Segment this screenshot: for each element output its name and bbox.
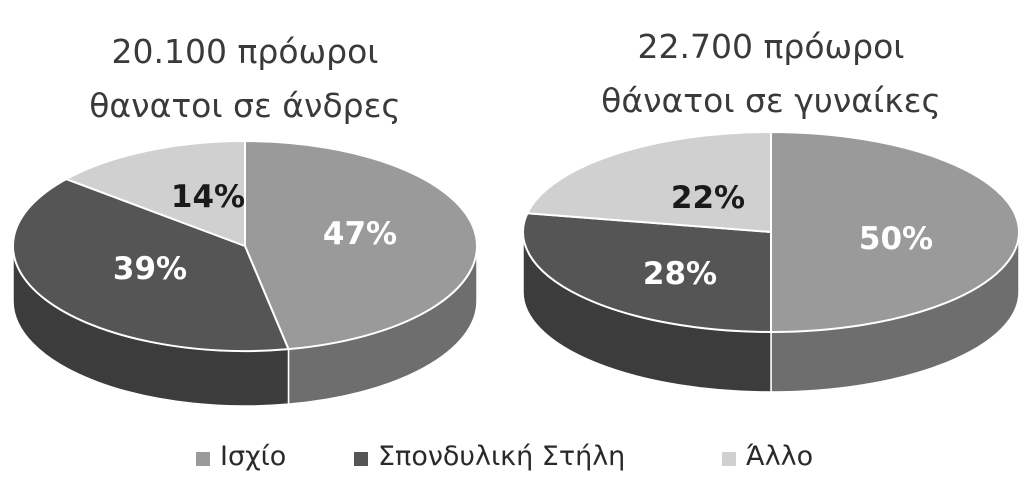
pie-slice-label: 39% bbox=[113, 251, 187, 287]
legend-item: Άλλο bbox=[722, 441, 813, 472]
legend-item: Ισχίο bbox=[196, 441, 286, 472]
pie-slice-label: 28% bbox=[643, 256, 717, 292]
chart-title-line: 22.700 πρόωροι bbox=[638, 27, 905, 66]
pie-slice bbox=[244, 140, 478, 351]
chart-title-line: θανατοι σε άνδρες bbox=[89, 86, 401, 125]
pie-slice bbox=[770, 131, 1020, 333]
legend-label: Άλλο bbox=[746, 441, 813, 472]
legend-swatch bbox=[354, 452, 368, 466]
pie-slice-label: 50% bbox=[859, 221, 933, 257]
legend-swatch bbox=[722, 452, 736, 466]
legend-label: Ισχίο bbox=[220, 441, 286, 472]
pie-slice bbox=[65, 140, 246, 247]
pie-slice-label: 47% bbox=[323, 216, 397, 252]
pies-group: 20.100 πρόωροι θανατοι σε άνδρες 47% 39% 14%… bbox=[12, 27, 1020, 407]
pie-top-slices bbox=[12, 140, 478, 352]
pie-slice bbox=[522, 212, 772, 333]
pie-slice bbox=[526, 131, 772, 233]
legend-swatch bbox=[196, 452, 210, 466]
pie-slice bbox=[12, 178, 290, 352]
pie-chart-1: 20.100 πρόωροι θανατοι σε άνδρες 47% 39% 14% bbox=[12, 32, 478, 407]
legend-item: Σπονδυλική Στήλη bbox=[354, 441, 625, 472]
pie-slice-label: 14% bbox=[171, 179, 245, 215]
pie-slice-label: 22% bbox=[671, 180, 745, 216]
legend-label: Σπονδυλική Στήλη bbox=[378, 441, 625, 472]
legend: Ισχίο Σπονδυλική Στήλη Άλλο bbox=[196, 441, 813, 472]
pie-top-slices bbox=[522, 131, 1020, 333]
chart-title-line: θάνατοι σε γυναίκες bbox=[601, 81, 941, 120]
pie-chart-2: 22.700 πρόωροι θάνατοι σε γυναίκες 50% 28% 2… bbox=[522, 27, 1020, 393]
chart-title-line: 20.100 πρόωροι bbox=[112, 32, 379, 71]
